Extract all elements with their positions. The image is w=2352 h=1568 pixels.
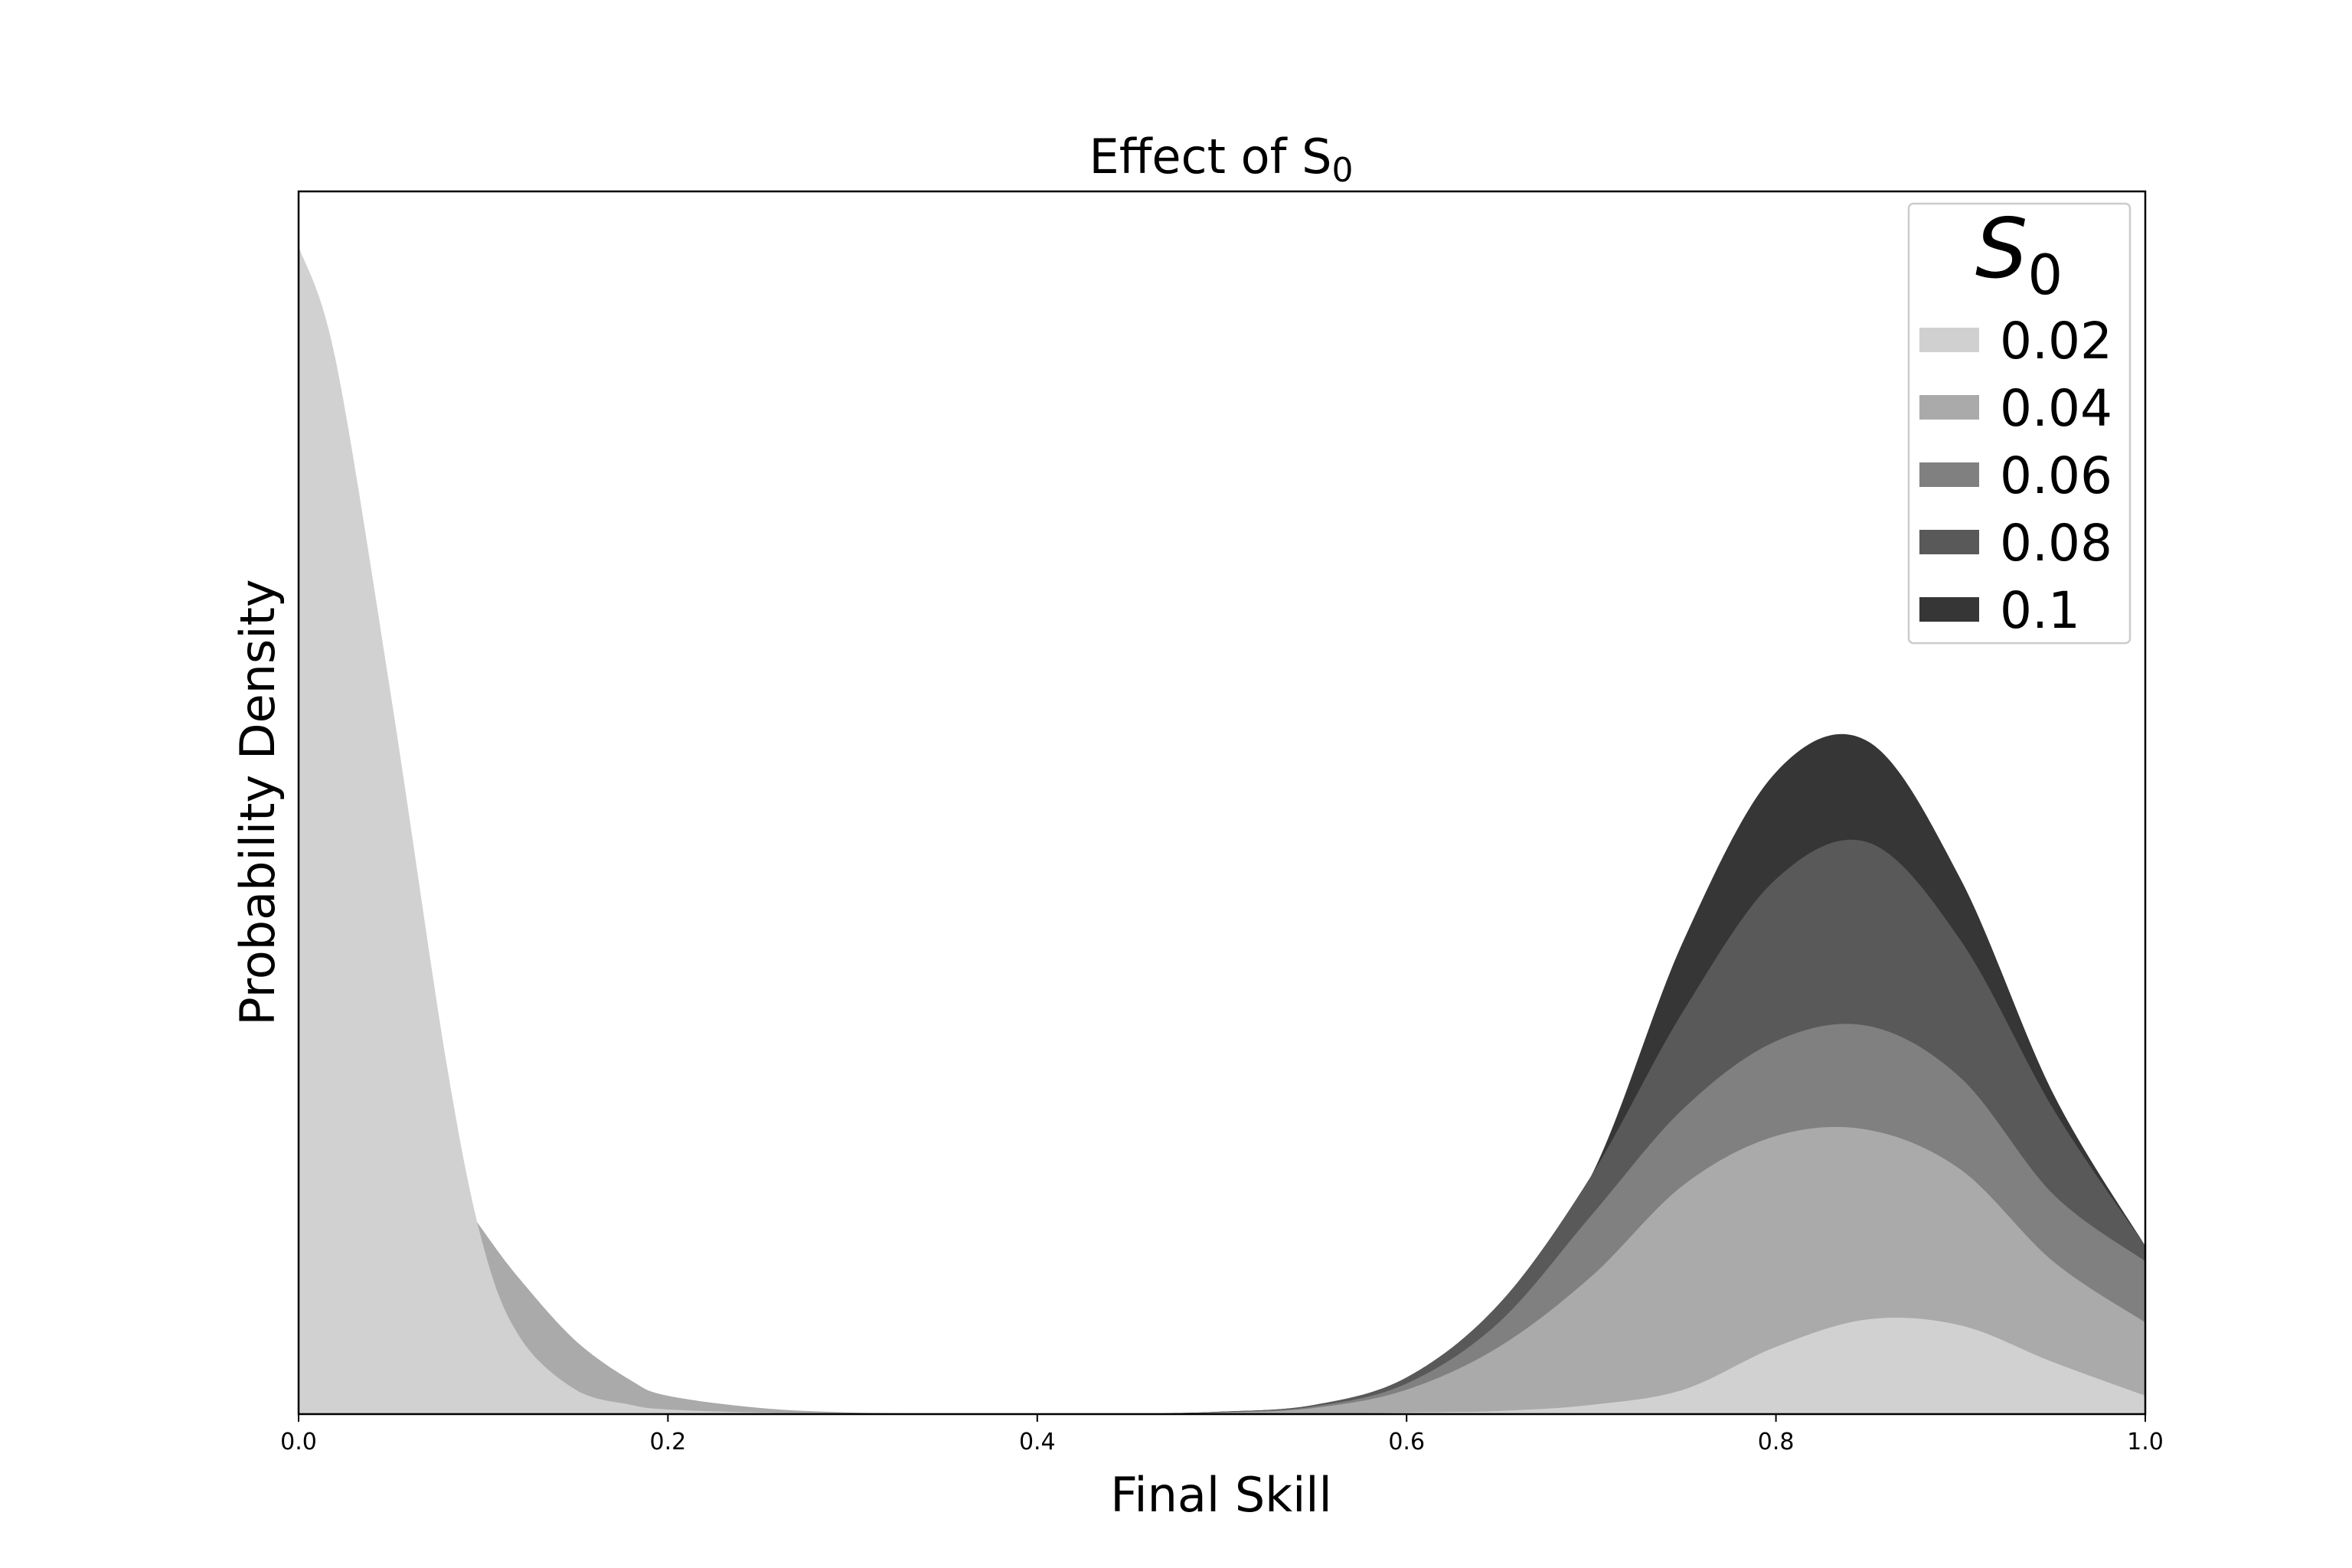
x-tick-label: 1.0 (2127, 1429, 2164, 1455)
legend-title: S0 (1975, 201, 2063, 307)
x-tick-label: 0.8 (1758, 1429, 1795, 1455)
series-area-overlay-0-02 (299, 246, 2145, 1414)
legend-title-subscript: 0 (2027, 243, 2063, 307)
legend-label-0-04: 0.04 (2000, 379, 2112, 438)
x-axis-label: Final Skill (1110, 1467, 1332, 1523)
legend-items: 0.02 0.04 0.06 0.08 0.1 (1919, 312, 2112, 640)
plot-area (297, 190, 2147, 1416)
legend-label-0-06: 0.06 (2000, 446, 2112, 505)
chart-title-main: Effect of S (1089, 129, 1332, 185)
legend-label-0-02: 0.02 (2000, 312, 2112, 371)
legend-label-0-08: 0.08 (2000, 514, 2112, 573)
chart-title: Effect of S0 (1089, 129, 1354, 190)
chart-title-subscript: 0 (1331, 151, 1353, 190)
legend-swatch-0-1 (1919, 597, 1979, 622)
chart-title-text: Effect of S0 (1089, 129, 1354, 190)
legend-swatch-0-02 (1919, 328, 1979, 352)
legend-title-main: S (1975, 201, 2028, 297)
series-layer (299, 246, 2145, 1414)
x-tick-label: 0.2 (650, 1429, 687, 1455)
legend: S0 0.02 0.04 0.06 0.08 0.1 (1907, 201, 2132, 645)
legend-label-0-1: 0.1 (2000, 581, 2080, 640)
x-axis-ticks: 0.0 0.2 0.4 0.6 0.8 1.0 (280, 1414, 2164, 1455)
x-tick-label: 0.4 (1019, 1429, 1056, 1455)
x-tick-label: 0.0 (280, 1429, 317, 1455)
legend-swatch-0-04 (1919, 395, 1979, 420)
x-tick-label: 0.6 (1388, 1429, 1425, 1455)
series-area-0-04 (299, 971, 2145, 1414)
y-axis-label: Probability Density (230, 579, 286, 1025)
legend-swatch-0-06 (1919, 462, 1979, 487)
plot-frame (297, 190, 2147, 1416)
legend-swatch-0-08 (1919, 530, 1979, 554)
